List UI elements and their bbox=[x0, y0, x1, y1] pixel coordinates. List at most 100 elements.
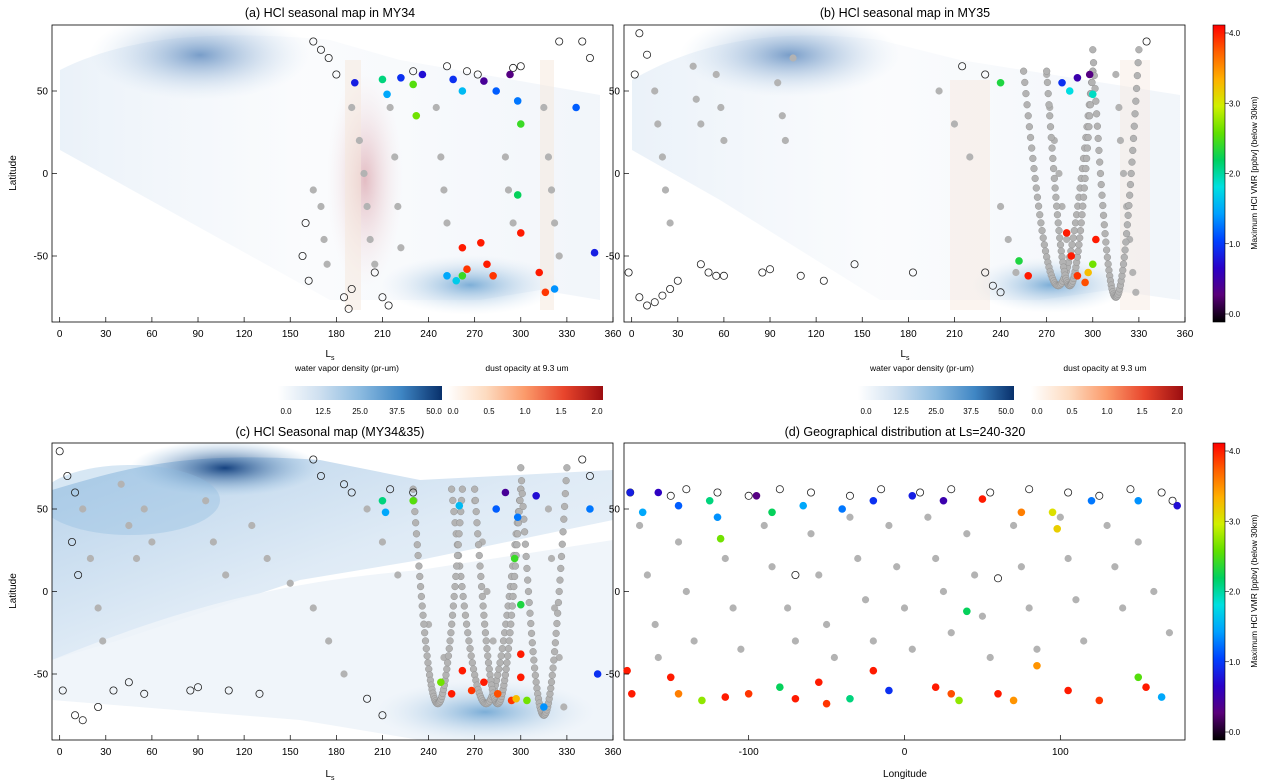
track-point bbox=[511, 562, 520, 570]
open-point bbox=[850, 260, 859, 269]
track-point bbox=[1037, 219, 1045, 227]
hcl-point bbox=[996, 78, 1005, 87]
track-point bbox=[415, 562, 423, 570]
track-point bbox=[1094, 134, 1102, 143]
panel-b-xlabel: Ls bbox=[900, 349, 910, 362]
x-tick-label: 100 bbox=[1052, 747, 1069, 758]
panel-b-colored-points bbox=[996, 70, 1100, 287]
colorbar-tick-label: 1.0 bbox=[1101, 407, 1113, 416]
hcl-point bbox=[654, 488, 663, 497]
track-point bbox=[1028, 144, 1036, 152]
gray-point bbox=[437, 153, 445, 161]
track-point bbox=[452, 572, 460, 581]
track-point bbox=[549, 664, 557, 672]
track-point bbox=[1056, 234, 1064, 242]
colorbar-tick-label: 37.5 bbox=[389, 407, 405, 416]
gray-point bbox=[830, 653, 838, 662]
gray-point bbox=[94, 604, 102, 612]
track-point bbox=[1020, 67, 1028, 75]
gray-point bbox=[544, 153, 553, 161]
track-point bbox=[1119, 266, 1127, 274]
open-point bbox=[796, 271, 805, 280]
track-point bbox=[448, 485, 456, 493]
hcl-point bbox=[489, 272, 497, 280]
hcl-point bbox=[1009, 696, 1018, 705]
gray-point bbox=[1119, 604, 1127, 612]
open-point bbox=[301, 218, 310, 227]
track-point bbox=[1096, 158, 1104, 166]
gray-point bbox=[550, 219, 559, 227]
track-point bbox=[547, 684, 555, 692]
open-point bbox=[74, 571, 83, 580]
open-point bbox=[344, 304, 353, 313]
gray-point bbox=[784, 604, 792, 612]
x-tick-label: 330 bbox=[1131, 329, 1148, 340]
hcl-point bbox=[744, 690, 753, 698]
track-point bbox=[524, 576, 532, 584]
gray-point bbox=[1009, 521, 1018, 530]
gray-point bbox=[939, 587, 948, 596]
hcl-point bbox=[492, 87, 500, 95]
gray-point bbox=[501, 153, 510, 161]
hcl-point bbox=[477, 239, 485, 247]
track-point bbox=[494, 671, 502, 679]
track-point bbox=[1132, 97, 1140, 105]
y-tick-label: -50 bbox=[34, 670, 49, 681]
gray-point bbox=[717, 103, 725, 112]
track-point bbox=[1084, 133, 1092, 142]
open-point bbox=[643, 50, 652, 59]
hcl-point bbox=[908, 492, 917, 500]
track-point bbox=[1053, 202, 1061, 210]
track-point bbox=[467, 652, 475, 660]
x-tick-label: 240 bbox=[420, 747, 437, 758]
gray-point bbox=[978, 612, 987, 620]
panel-b-dust-label: dust opacity at 9.3 um bbox=[1063, 363, 1146, 373]
track-point bbox=[1103, 253, 1111, 261]
hcl-point bbox=[627, 690, 636, 698]
track-point bbox=[481, 620, 489, 628]
colorbar-tick-label: 2.0 bbox=[591, 407, 603, 416]
hcl-tick-label: 3.0 bbox=[1229, 99, 1241, 108]
x-tick-label: 300 bbox=[1084, 329, 1101, 340]
gray-point bbox=[1150, 587, 1158, 596]
gray-point bbox=[286, 579, 294, 587]
gray-point bbox=[729, 604, 737, 612]
hcl-point bbox=[492, 505, 500, 513]
track-point bbox=[1100, 221, 1108, 229]
open-point bbox=[986, 488, 995, 497]
gray-point bbox=[760, 521, 768, 530]
open-point bbox=[1142, 37, 1151, 46]
track-point bbox=[475, 551, 483, 560]
open-point bbox=[981, 70, 990, 79]
hcl-point bbox=[814, 678, 823, 687]
x-tick-label: 60 bbox=[146, 329, 158, 340]
track-point bbox=[413, 541, 421, 549]
track-point bbox=[514, 530, 522, 538]
colorbar-tick-label: 0.0 bbox=[280, 407, 292, 416]
track-point bbox=[506, 629, 514, 637]
gray-point bbox=[1112, 70, 1120, 79]
gray-point bbox=[986, 653, 994, 662]
hcl-point bbox=[516, 673, 525, 682]
track-point bbox=[516, 496, 524, 505]
hcl-point bbox=[378, 496, 387, 505]
gray-point bbox=[550, 604, 559, 612]
y-tick-label: -50 bbox=[606, 670, 621, 681]
track-point bbox=[1069, 234, 1077, 242]
hcl-point bbox=[480, 678, 488, 687]
track-point bbox=[445, 645, 453, 653]
open-point bbox=[140, 689, 149, 698]
open-point bbox=[643, 301, 652, 310]
panel-d-xlabel: Longitude bbox=[883, 769, 927, 780]
track-point bbox=[560, 502, 569, 511]
colorbar-tick-label: 37.5 bbox=[963, 407, 979, 416]
hcl-point bbox=[838, 505, 846, 513]
colorbar-tick-label: 0.0 bbox=[860, 407, 872, 416]
track-point bbox=[531, 664, 539, 672]
panel-c-gray-points bbox=[79, 480, 568, 711]
gray-point bbox=[682, 587, 690, 596]
track-point bbox=[450, 592, 458, 601]
hcl-point bbox=[623, 666, 631, 675]
gray-point bbox=[132, 554, 141, 563]
track-point bbox=[559, 528, 567, 536]
